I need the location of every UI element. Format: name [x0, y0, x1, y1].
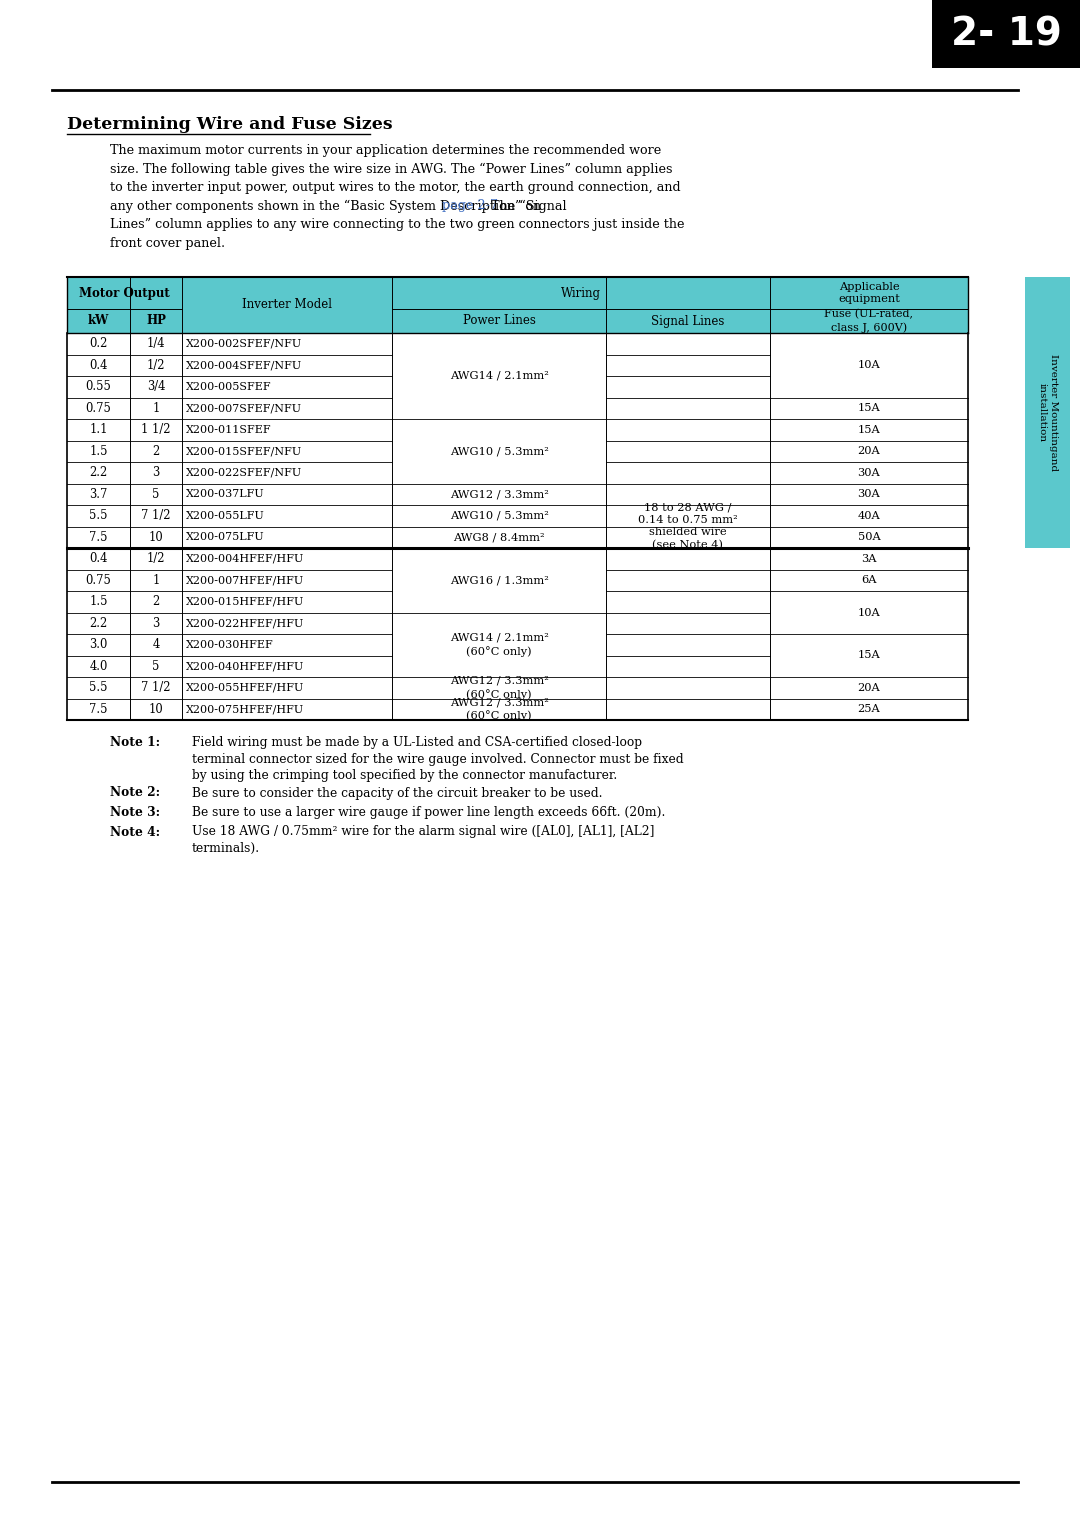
Text: Determining Wire and Fuse Sizes: Determining Wire and Fuse Sizes — [67, 117, 393, 133]
Text: 2.2: 2.2 — [90, 466, 108, 479]
Bar — [392, 278, 770, 308]
Text: Note 2:: Note 2: — [110, 787, 160, 799]
Text: Wiring: Wiring — [561, 287, 600, 299]
Text: 3: 3 — [152, 617, 160, 630]
Text: 3A: 3A — [861, 554, 877, 565]
Text: 6A: 6A — [861, 575, 877, 586]
Text: Note 4:: Note 4: — [110, 825, 160, 839]
Text: AWG12 / 3.3mm²: AWG12 / 3.3mm² — [449, 489, 549, 499]
Bar — [770, 308, 968, 333]
Text: 1/2: 1/2 — [147, 552, 165, 565]
Text: Field wiring must be made by a UL-Listed and CSA-certified closed-loop
terminal : Field wiring must be made by a UL-Listed… — [192, 736, 684, 782]
Text: 0.55: 0.55 — [85, 380, 111, 393]
Text: 1/4: 1/4 — [147, 337, 165, 350]
Text: 2: 2 — [152, 445, 160, 457]
Text: X200-002SFEF/NFU: X200-002SFEF/NFU — [186, 339, 302, 348]
Text: Be sure to use a larger wire gauge if power line length exceeds 66ft. (20m).: Be sure to use a larger wire gauge if po… — [192, 805, 665, 819]
Text: 15A: 15A — [858, 650, 880, 661]
Text: 2: 2 — [152, 595, 160, 609]
Text: 30A: 30A — [858, 489, 880, 499]
Bar — [392, 308, 606, 333]
Bar — [130, 308, 183, 333]
Text: AWG12 / 3.3mm²
(60°C only): AWG12 / 3.3mm² (60°C only) — [449, 698, 549, 721]
Text: front cover panel.: front cover panel. — [110, 236, 225, 250]
Text: 1 1/2: 1 1/2 — [141, 423, 171, 436]
Text: Signal Lines: Signal Lines — [651, 314, 725, 327]
Text: 0.75: 0.75 — [85, 402, 111, 414]
Text: to the inverter input power, output wires to the motor, the earth ground connect: to the inverter input power, output wire… — [110, 181, 680, 193]
Text: Use 18 AWG / 0.75mm² wire for the alarm signal wire ([AL0], [AL1], [AL2]
termina: Use 18 AWG / 0.75mm² wire for the alarm … — [192, 825, 654, 854]
Text: AWG12 / 3.3mm²
(60°C only): AWG12 / 3.3mm² (60°C only) — [449, 676, 549, 700]
Text: 7 1/2: 7 1/2 — [141, 509, 171, 522]
Bar — [770, 278, 968, 308]
Text: 4.0: 4.0 — [90, 660, 108, 673]
Text: X200-007SFEF/NFU: X200-007SFEF/NFU — [186, 403, 302, 413]
Text: Note 1:: Note 1: — [110, 736, 160, 749]
Text: AWG16 / 1.3mm²: AWG16 / 1.3mm² — [449, 575, 549, 586]
Text: X200-011SFEF: X200-011SFEF — [186, 425, 272, 434]
Text: X200-075LFU: X200-075LFU — [186, 532, 265, 542]
Text: 18 to 28 AWG /
0.14 to 0.75 mm²
shielded wire
(see Note 4): 18 to 28 AWG / 0.14 to 0.75 mm² shielded… — [638, 503, 738, 551]
Text: 10: 10 — [149, 531, 163, 543]
Bar — [67, 308, 130, 333]
Text: Note 3:: Note 3: — [110, 805, 160, 819]
Text: 1.5: 1.5 — [90, 595, 108, 609]
Text: AWG10 / 5.3mm²: AWG10 / 5.3mm² — [449, 511, 549, 520]
Text: 25A: 25A — [858, 704, 880, 715]
Text: X200-004HFEF/HFU: X200-004HFEF/HFU — [186, 554, 305, 565]
Text: X200-075HFEF/HFU: X200-075HFEF/HFU — [186, 704, 305, 715]
Text: . The “Signal: . The “Signal — [483, 199, 567, 213]
Text: Fuse (UL-rated,
class J, 600V): Fuse (UL-rated, class J, 600V) — [824, 310, 914, 333]
Text: 3/4: 3/4 — [147, 380, 165, 393]
Text: X200-022SFEF/NFU: X200-022SFEF/NFU — [186, 468, 302, 477]
Text: AWG10 / 5.3mm²: AWG10 / 5.3mm² — [449, 446, 549, 456]
Text: X200-055LFU: X200-055LFU — [186, 511, 265, 520]
Text: 5: 5 — [152, 660, 160, 673]
Text: 5.5: 5.5 — [90, 681, 108, 695]
Text: 1.5: 1.5 — [90, 445, 108, 457]
Text: 0.75: 0.75 — [85, 574, 111, 586]
Text: any other components shown in the “Basic System Description” on: any other components shown in the “Basic… — [110, 199, 545, 213]
Text: 3.0: 3.0 — [90, 638, 108, 652]
Text: X200-030HFEF: X200-030HFEF — [186, 640, 273, 650]
Text: The maximum motor currents in your application determines the recommended wore: The maximum motor currents in your appli… — [110, 144, 661, 156]
Text: 0.4: 0.4 — [90, 552, 108, 565]
Text: 1/2: 1/2 — [147, 359, 165, 371]
Text: Inverter Model: Inverter Model — [242, 299, 332, 311]
Bar — [606, 308, 770, 333]
Text: 10A: 10A — [858, 360, 880, 370]
Text: Power Lines: Power Lines — [462, 314, 536, 327]
Text: 3.7: 3.7 — [90, 488, 108, 500]
Bar — [932, 0, 1080, 67]
Text: page 2-7: page 2-7 — [442, 199, 498, 213]
Text: 30A: 30A — [858, 468, 880, 477]
Text: 7 1/2: 7 1/2 — [141, 681, 171, 695]
Text: X200-004SFEF/NFU: X200-004SFEF/NFU — [186, 360, 302, 370]
Text: 1.1: 1.1 — [90, 423, 108, 436]
Text: 10: 10 — [149, 703, 163, 716]
Bar — [183, 278, 392, 333]
Text: Motor Output: Motor Output — [79, 287, 170, 299]
Text: 20A: 20A — [858, 683, 880, 693]
Text: Inverter Mountingand
installation: Inverter Mountingand installation — [1038, 354, 1057, 471]
Text: 15A: 15A — [858, 403, 880, 413]
Text: Applicable
equipment: Applicable equipment — [838, 282, 900, 304]
Bar — [1025, 278, 1070, 548]
Bar — [67, 278, 183, 308]
Text: Be sure to consider the capacity of the circuit breaker to be used.: Be sure to consider the capacity of the … — [192, 787, 603, 799]
Text: 2.2: 2.2 — [90, 617, 108, 630]
Text: X200-015SFEF/NFU: X200-015SFEF/NFU — [186, 446, 302, 456]
Text: 10A: 10A — [858, 607, 880, 618]
Text: 20A: 20A — [858, 446, 880, 456]
Text: 7.5: 7.5 — [90, 703, 108, 716]
Text: X200-007HFEF/HFU: X200-007HFEF/HFU — [186, 575, 305, 586]
Text: 1: 1 — [152, 574, 160, 586]
Text: X200-037LFU: X200-037LFU — [186, 489, 265, 499]
Text: 3: 3 — [152, 466, 160, 479]
Text: 5.5: 5.5 — [90, 509, 108, 522]
Text: X200-015HFEF/HFU: X200-015HFEF/HFU — [186, 597, 305, 607]
Text: 0.4: 0.4 — [90, 359, 108, 371]
Text: 50A: 50A — [858, 532, 880, 542]
Text: X200-022HFEF/HFU: X200-022HFEF/HFU — [186, 618, 305, 629]
Text: AWG14 / 2.1mm²: AWG14 / 2.1mm² — [449, 371, 549, 380]
